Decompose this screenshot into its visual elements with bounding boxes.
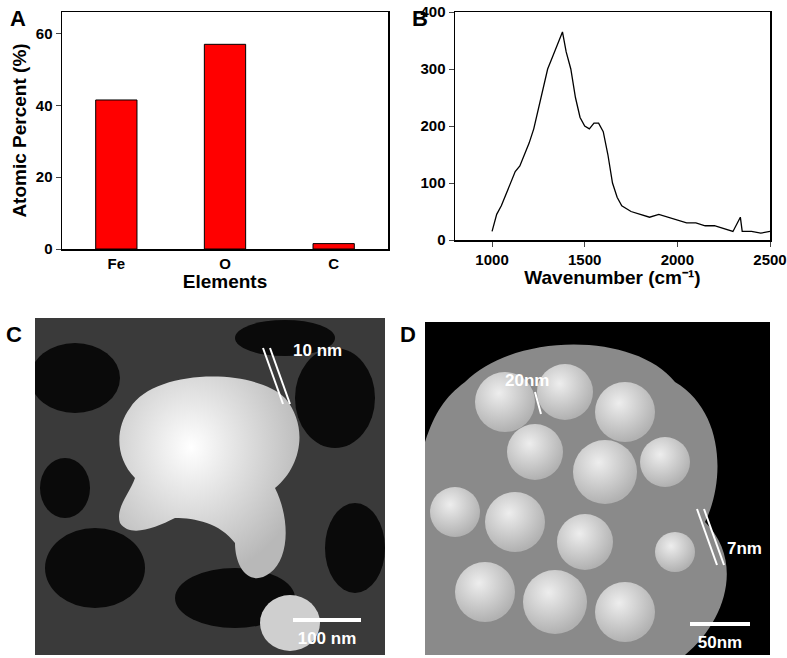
svg-text:60: 60 <box>36 25 53 42</box>
svg-text:7nm: 7nm <box>727 539 762 558</box>
svg-text:10 nm: 10 nm <box>293 341 342 360</box>
svg-text:O: O <box>219 255 231 272</box>
html-text:D: D <box>400 322 416 347</box>
svg-text:0: 0 <box>44 240 52 257</box>
svg-text:400: 400 <box>420 3 445 20</box>
svg-text:20: 20 <box>36 168 53 185</box>
svg-text:1000: 1000 <box>475 251 508 268</box>
svg-text:2000: 2000 <box>661 251 694 268</box>
svg-text:300: 300 <box>420 60 445 77</box>
svg-text:1500: 1500 <box>568 251 601 268</box>
svg-text:100 nm: 100 nm <box>298 629 357 648</box>
svg-text:200: 200 <box>420 117 445 134</box>
svg-text:40: 40 <box>36 97 53 114</box>
svg-text:B: B <box>412 6 428 31</box>
svg-text:100: 100 <box>420 174 445 191</box>
svg-text:Wavenumber (cm⁻¹): Wavenumber (cm⁻¹) <box>524 268 700 289</box>
svg-text:20nm: 20nm <box>505 371 549 390</box>
svg-text:Fe: Fe <box>108 255 126 272</box>
svg-text:A: A <box>10 6 26 31</box>
svg-text:Atomic Percent (%): Atomic Percent (%) <box>9 43 30 217</box>
svg-text:2500: 2500 <box>753 251 786 268</box>
svg-text:0: 0 <box>437 231 445 248</box>
svg-text:50nm: 50nm <box>698 633 742 652</box>
svg-text:C: C <box>328 255 339 272</box>
html-text:C: C <box>6 322 22 347</box>
svg-text:Elements: Elements <box>183 272 267 293</box>
